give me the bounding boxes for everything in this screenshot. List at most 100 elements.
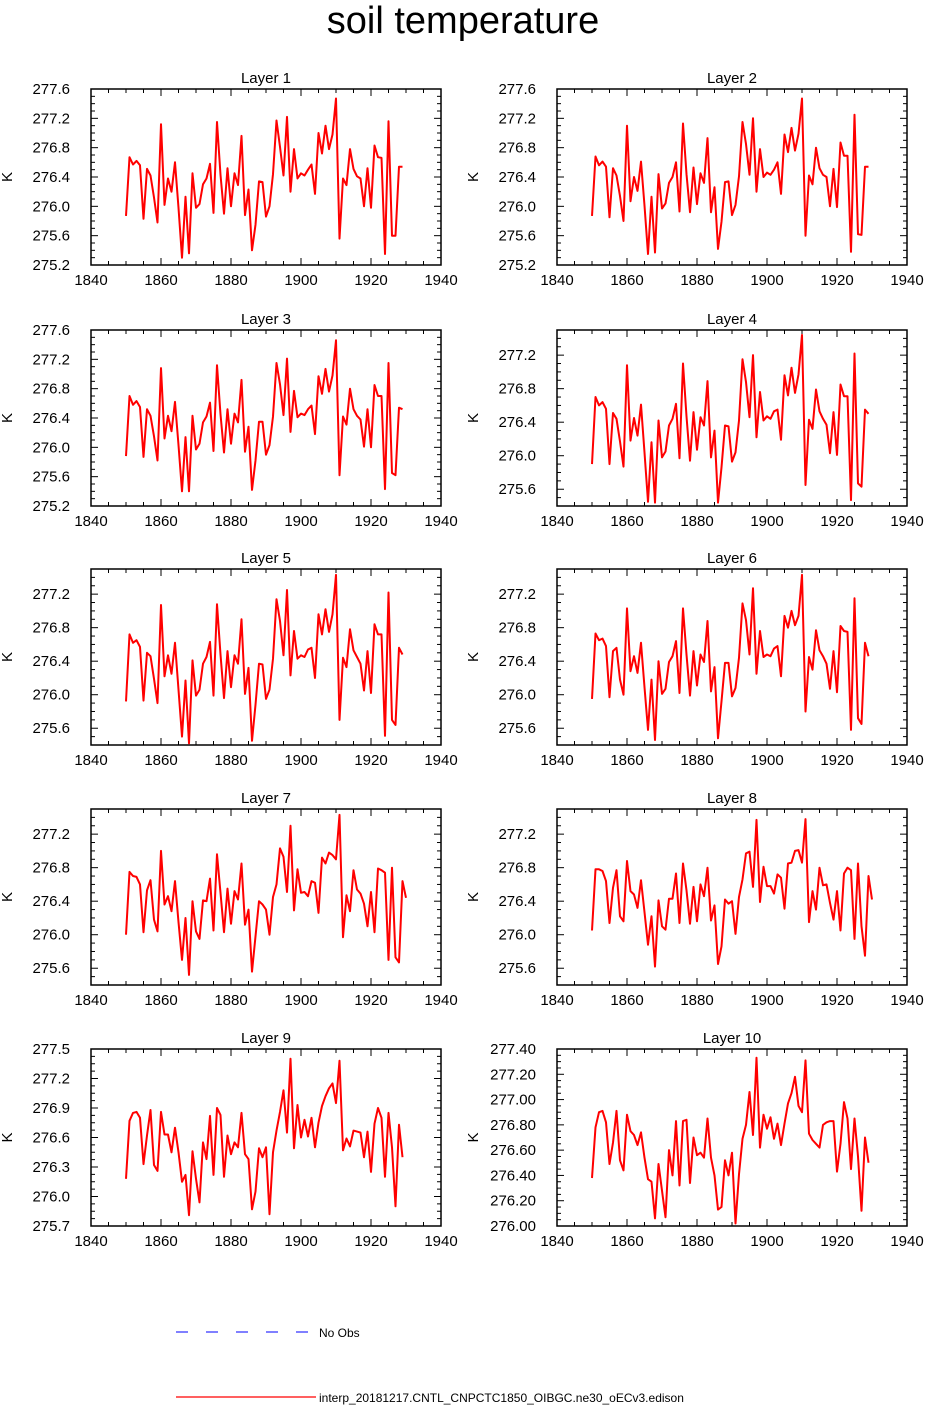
y-axis-label: K xyxy=(0,172,16,182)
x-tick-label: 1860 xyxy=(610,1233,643,1250)
panel-title: Layer 6 xyxy=(707,550,757,567)
y-tick-label: 276.0 xyxy=(32,198,70,215)
x-tick-label: 1880 xyxy=(214,752,247,769)
y-tick-label: 275.2 xyxy=(498,257,536,274)
series-line-model xyxy=(125,97,403,259)
y-tick-label: 276.60 xyxy=(490,1142,536,1159)
y-tick-label: 276.0 xyxy=(498,198,536,215)
y-tick-label: 276.0 xyxy=(32,687,70,704)
x-tick-label: 1840 xyxy=(74,513,107,530)
x-tick-label: 1880 xyxy=(214,992,247,1009)
panel-title: Layer 1 xyxy=(241,70,291,87)
x-tick-label: 1920 xyxy=(820,272,853,289)
x-tick-label: 1860 xyxy=(144,513,177,530)
y-tick-label: 275.2 xyxy=(32,257,70,274)
y-tick-label: 276.8 xyxy=(498,140,536,157)
y-axis-label: K xyxy=(465,172,482,182)
x-tick-label: 1880 xyxy=(680,272,713,289)
x-tick-label: 1940 xyxy=(424,752,457,769)
x-tick-label: 1860 xyxy=(610,752,643,769)
plot-frame xyxy=(90,329,442,507)
y-tick-label: 276.4 xyxy=(32,410,70,427)
x-tick-label: 1940 xyxy=(890,1233,923,1250)
y-axis-label: K xyxy=(465,652,482,662)
y-tick-label: 277.2 xyxy=(498,110,536,127)
y-tick-label: 276.00 xyxy=(490,1218,536,1235)
x-tick-label: 1920 xyxy=(354,992,387,1009)
x-tick-label: 1860 xyxy=(144,992,177,1009)
y-tick-label: 276.0 xyxy=(498,927,536,944)
y-tick-label: 276.4 xyxy=(32,893,70,910)
y-tick-label: 276.4 xyxy=(498,169,536,186)
x-tick-label: 1900 xyxy=(284,752,317,769)
y-axis-label: K xyxy=(0,652,16,662)
panel-layer-8: Layer 8 K 1840 1860 1880 1900 1920 1940 275.6 276… xyxy=(465,790,924,1009)
series-line-model xyxy=(591,97,869,255)
panel-title: Layer 3 xyxy=(241,311,291,328)
x-tick-label: 1920 xyxy=(354,272,387,289)
panel-layer-9: Layer 9 K 1840 1860 1880 1900 1920 1940 275.7 276… xyxy=(0,1030,458,1250)
y-axis-label: K xyxy=(465,892,482,902)
y-tick-label: 276.4 xyxy=(32,653,70,670)
y-tick-label: 277.00 xyxy=(490,1092,536,1109)
x-tick-label: 1900 xyxy=(284,513,317,530)
chart-main-title: soil temperature xyxy=(326,0,600,42)
x-tick-label: 1880 xyxy=(214,1233,247,1250)
y-tick-label: 275.6 xyxy=(498,960,536,977)
y-tick-label: 277.2 xyxy=(32,1071,70,1088)
y-tick-label: 277.2 xyxy=(32,826,70,843)
y-tick-label: 275.6 xyxy=(32,960,70,977)
y-tick-label: 277.2 xyxy=(32,110,70,127)
y-tick-label: 276.8 xyxy=(498,620,536,637)
series-line-model xyxy=(591,818,873,968)
x-tick-label: 1860 xyxy=(144,272,177,289)
x-tick-label: 1940 xyxy=(890,992,923,1009)
y-tick-label: 276.80 xyxy=(490,1117,536,1134)
y-tick-label: 277.6 xyxy=(498,81,536,98)
x-tick-label: 1920 xyxy=(820,992,853,1009)
x-tick-label: 1900 xyxy=(750,752,783,769)
y-tick-label: 276.3 xyxy=(32,1159,70,1176)
x-tick-label: 1880 xyxy=(680,1233,713,1250)
x-tick-label: 1840 xyxy=(74,1233,107,1250)
y-tick-label: 276.6 xyxy=(32,1130,70,1147)
panel-layer-3: Layer 3 K 1840 1860 1880 1900 1920 1940 275.2 275… xyxy=(0,311,458,530)
x-tick-label: 1860 xyxy=(144,1233,177,1250)
x-tick-label: 1880 xyxy=(680,992,713,1009)
x-tick-label: 1920 xyxy=(820,752,853,769)
x-tick-label: 1900 xyxy=(750,1233,783,1250)
legend-obs-label: No Obs xyxy=(319,1326,360,1340)
series-line-model xyxy=(125,813,407,976)
x-tick-label: 1840 xyxy=(540,1233,573,1250)
panel-title: Layer 2 xyxy=(707,70,757,87)
x-tick-label: 1900 xyxy=(284,992,317,1009)
x-tick-label: 1860 xyxy=(610,272,643,289)
x-tick-label: 1900 xyxy=(750,992,783,1009)
series-line-model xyxy=(591,573,870,741)
panel-layer-2: Layer 2 K 1840 1860 1880 1900 1920 1940 275.2 275… xyxy=(465,70,924,289)
x-tick-label: 1920 xyxy=(354,1233,387,1250)
panel-layer-1: Layer 1 K 1840 1860 1880 1900 1920 1940 275.2 275… xyxy=(0,70,458,289)
y-tick-label: 276.8 xyxy=(498,860,536,877)
y-tick-label: 277.2 xyxy=(498,586,536,603)
y-tick-label: 276.8 xyxy=(32,381,70,398)
series-line-model xyxy=(125,573,404,745)
x-tick-label: 1940 xyxy=(424,513,457,530)
x-tick-label: 1840 xyxy=(74,752,107,769)
panel-title: Layer 10 xyxy=(703,1030,761,1047)
series-line-model xyxy=(125,339,403,493)
y-tick-label: 276.4 xyxy=(498,414,536,431)
panel-title: Layer 8 xyxy=(707,790,757,807)
panel-title: Layer 9 xyxy=(241,1030,291,1047)
y-tick-label: 276.20 xyxy=(490,1193,536,1210)
y-tick-label: 276.8 xyxy=(32,620,70,637)
x-tick-label: 1920 xyxy=(820,1233,853,1250)
legend: No Obs interp_20181217.CNTL_CNPCTC1850_O… xyxy=(176,1326,684,1405)
panel-title: Layer 5 xyxy=(241,550,291,567)
panel-layer-10: Layer 10 K 1840 1860 1880 1900 1920 1940 276.00 2… xyxy=(465,1030,924,1250)
panel-title: Layer 4 xyxy=(707,311,757,328)
x-tick-label: 1840 xyxy=(540,752,573,769)
y-tick-label: 276.0 xyxy=(32,439,70,456)
x-tick-label: 1880 xyxy=(680,513,713,530)
